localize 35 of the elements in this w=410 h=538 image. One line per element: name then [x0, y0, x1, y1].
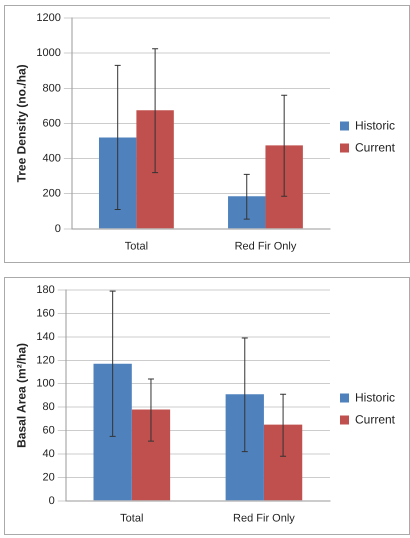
bar	[265, 145, 303, 228]
legend-label: Historic	[354, 118, 395, 132]
x-tick-label: Red Fir Only	[233, 512, 296, 524]
y-tick-label: 180	[36, 284, 55, 296]
y-axis-title: Tree Density (no./ha)	[14, 64, 29, 182]
y-tick-label: 400	[42, 152, 61, 165]
bar	[264, 424, 302, 500]
bar	[98, 137, 136, 228]
x-tick-label: Red Fir Only	[234, 240, 297, 252]
y-tick-label: 600	[42, 117, 61, 130]
y-tick-label: 120	[36, 354, 55, 366]
y-tick-label: 800	[42, 82, 61, 94]
y-axis-title: Basal Area (m²/ha)	[14, 342, 29, 448]
legend-label: Current	[354, 412, 396, 426]
y-tick-label: 100	[36, 378, 55, 390]
bar	[228, 196, 266, 228]
y-tick-label: 200	[42, 188, 61, 200]
y-tick-label: 0	[48, 494, 55, 507]
y-tick-label: 40	[42, 448, 55, 460]
y-tick-label: 160	[36, 307, 55, 320]
bar	[226, 394, 264, 500]
y-tick-label: 140	[36, 330, 55, 343]
y-tick-label: 1000	[36, 47, 61, 60]
legend-label: Current	[354, 140, 396, 154]
bar	[132, 409, 170, 500]
y-tick-label: 0	[54, 222, 61, 235]
x-tick-label: Total	[124, 240, 148, 252]
bar	[136, 110, 174, 228]
y-tick-label: 80	[42, 401, 55, 414]
y-tick-label: 20	[42, 471, 55, 484]
legend-label: Historic	[354, 390, 395, 404]
y-tick-label: 1200	[36, 12, 61, 24]
bar	[94, 364, 132, 500]
y-tick-label: 60	[42, 424, 55, 437]
x-tick-label: Total	[120, 512, 144, 524]
